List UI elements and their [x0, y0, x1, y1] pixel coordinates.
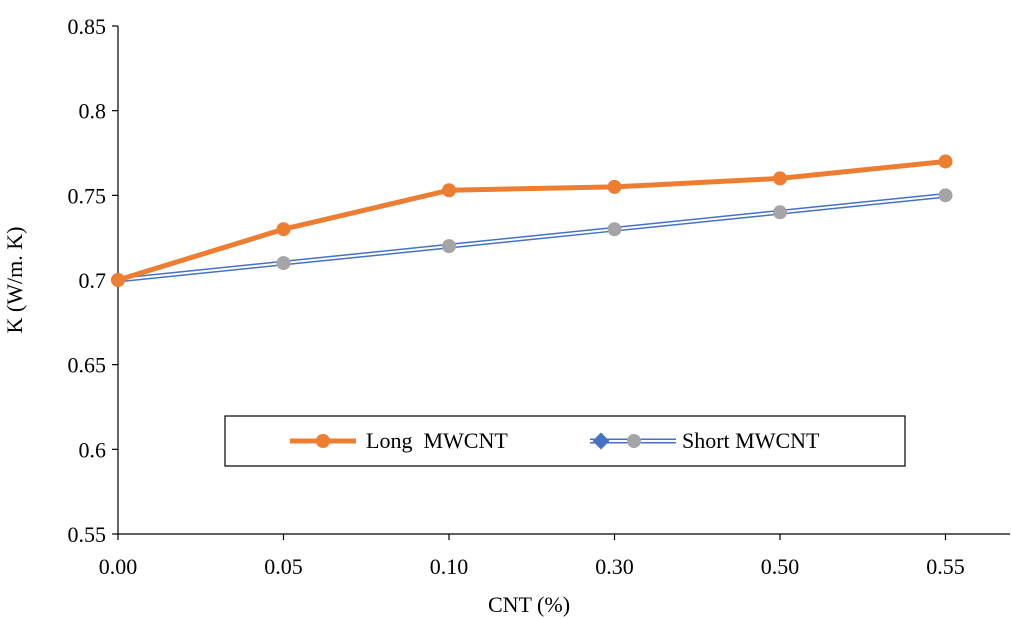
- long-data-point: [111, 273, 125, 287]
- legend-swatch-short-marker: [627, 434, 641, 448]
- long-data-point: [607, 179, 622, 194]
- y-tick-label: 0.85: [68, 14, 107, 39]
- series-long-line: [117, 158, 946, 283]
- series-long: [111, 154, 953, 287]
- x-tick-label: 0.10: [430, 554, 469, 579]
- y-tick-label: 0.7: [79, 268, 107, 293]
- y-tick-label: 0.8: [79, 99, 107, 124]
- y-tick-label: 0.6: [79, 437, 107, 462]
- series-layer: [111, 154, 953, 287]
- x-tick-label: 0.00: [99, 554, 138, 579]
- x-tick-label: 0.30: [595, 554, 634, 579]
- x-axis-ticks: 0.00 0.05 0.10 0.30 0.50 0.55: [99, 534, 965, 579]
- x-tick-label: 0.55: [926, 554, 965, 579]
- long-data-point: [442, 183, 456, 198]
- long-data-point: [938, 154, 953, 169]
- y-axis-ticks: 0.55 0.6 0.65 0.7 0.75 0.8 0.85: [68, 14, 118, 547]
- legend-item-short: Short MWCNT: [590, 428, 820, 453]
- long-data-point: [276, 222, 291, 237]
- y-tick-label: 0.75: [68, 183, 107, 208]
- short-data-point: [276, 256, 291, 271]
- short-data-point: [607, 222, 622, 237]
- short-data-point: [773, 205, 787, 220]
- series-short-line-inner: [117, 194, 946, 281]
- legend-swatch-short-diamond: [592, 432, 610, 450]
- legend-item-long: Long MWCNT: [290, 428, 508, 453]
- series-short: [111, 188, 953, 287]
- legend-label-long: Long MWCNT: [366, 428, 508, 453]
- legend-label-short: Short MWCNT: [682, 428, 820, 453]
- short-data-point: [938, 188, 953, 203]
- long-data-point: [773, 171, 787, 186]
- x-tick-label: 0.05: [264, 554, 303, 579]
- x-tick-label: 0.50: [761, 554, 800, 579]
- y-tick-label: 0.55: [68, 522, 107, 547]
- y-tick-label: 0.65: [68, 353, 107, 378]
- y-axis-label: K (W/m. K): [2, 227, 27, 334]
- short-data-point: [442, 239, 456, 254]
- legend-swatch-long-marker: [316, 434, 330, 448]
- legend: Long MWCNT Short MWCNT: [224, 415, 906, 467]
- x-axis-label: CNT (%): [488, 592, 570, 617]
